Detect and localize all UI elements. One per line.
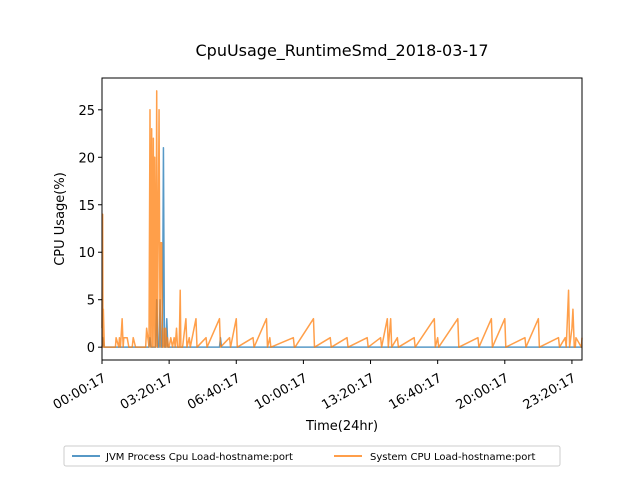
y-tick-label-2: 10 <box>78 246 95 261</box>
y-tick-label-4: 20 <box>78 151 95 166</box>
plot-frame <box>101 77 583 361</box>
legend-label-system: System CPU Load-hostname:port <box>370 452 535 463</box>
chart-title: CpuUsage_RuntimeSmd_2018-03-17 <box>195 41 488 61</box>
y-axis-label: CPU Usage(%) <box>53 172 68 266</box>
y-axis-ticks: 0 5 10 15 20 25 <box>78 104 102 356</box>
y-tick-label-3: 15 <box>78 199 95 214</box>
y-tick-label-5: 25 <box>78 104 95 119</box>
y-tick-label-0: 0 <box>87 341 95 356</box>
x-axis-label: Time(24hr) <box>305 419 378 434</box>
plot-lines <box>101 90 583 348</box>
legend-label-jvm: JVM Process Cpu Load-hostname:port <box>105 452 293 463</box>
series-line-1 <box>101 90 583 348</box>
legend: JVM Process Cpu Load-hostname:port Syste… <box>63 445 561 467</box>
y-tick-label-1: 5 <box>87 294 95 309</box>
legend-box <box>63 445 561 467</box>
